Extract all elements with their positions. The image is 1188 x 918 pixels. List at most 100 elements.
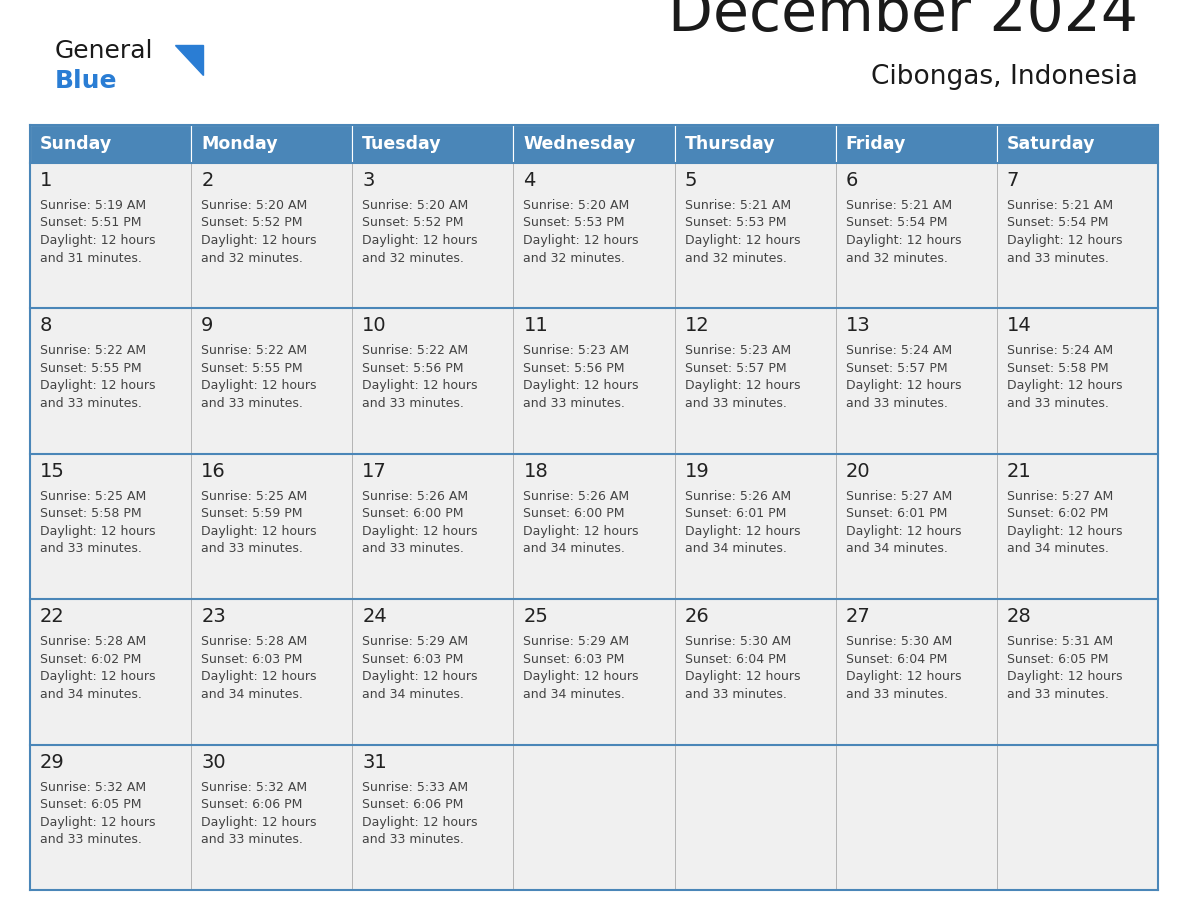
Text: Friday: Friday [846,135,906,153]
Text: 8: 8 [40,317,52,335]
Text: Sunset: 5:51 PM: Sunset: 5:51 PM [40,217,141,230]
Text: Sunrise: 5:32 AM: Sunrise: 5:32 AM [201,780,308,793]
Text: Sunrise: 5:31 AM: Sunrise: 5:31 AM [1007,635,1113,648]
Text: Sunrise: 5:24 AM: Sunrise: 5:24 AM [846,344,952,357]
Text: Daylight: 12 hours: Daylight: 12 hours [40,670,156,683]
Text: 1: 1 [40,171,52,190]
Text: Daylight: 12 hours: Daylight: 12 hours [362,815,478,829]
Bar [30,453,1158,599]
Bar [353,125,513,163]
Text: 22: 22 [40,607,65,626]
Text: Sunset: 6:06 PM: Sunset: 6:06 PM [201,798,303,812]
Text: Sunrise: 5:30 AM: Sunrise: 5:30 AM [846,635,952,648]
Text: Sunrise: 5:29 AM: Sunrise: 5:29 AM [524,635,630,648]
Text: and 32 minutes.: and 32 minutes. [362,252,465,264]
Text: Sunset: 6:03 PM: Sunset: 6:03 PM [524,653,625,666]
Text: Sunset: 6:06 PM: Sunset: 6:06 PM [362,798,463,812]
Bar [30,308,1158,453]
Text: Sunset: 5:53 PM: Sunset: 5:53 PM [524,217,625,230]
Text: Daylight: 12 hours: Daylight: 12 hours [524,379,639,392]
Text: Daylight: 12 hours: Daylight: 12 hours [684,670,800,683]
Text: Sunset: 5:59 PM: Sunset: 5:59 PM [201,508,303,521]
Text: Sunrise: 5:21 AM: Sunrise: 5:21 AM [1007,199,1113,212]
Text: 11: 11 [524,317,548,335]
Text: 5: 5 [684,171,697,190]
Text: Daylight: 12 hours: Daylight: 12 hours [1007,379,1123,392]
Text: and 33 minutes.: and 33 minutes. [846,688,948,700]
Text: Daylight: 12 hours: Daylight: 12 hours [1007,670,1123,683]
Text: Daylight: 12 hours: Daylight: 12 hours [524,670,639,683]
Text: Sunrise: 5:32 AM: Sunrise: 5:32 AM [40,780,146,793]
Text: Sunrise: 5:21 AM: Sunrise: 5:21 AM [846,199,952,212]
Text: Daylight: 12 hours: Daylight: 12 hours [684,234,800,247]
Text: and 34 minutes.: and 34 minutes. [524,688,625,700]
Text: Daylight: 12 hours: Daylight: 12 hours [362,525,478,538]
Text: Sunrise: 5:23 AM: Sunrise: 5:23 AM [684,344,791,357]
Text: Daylight: 12 hours: Daylight: 12 hours [201,670,317,683]
Text: and 33 minutes.: and 33 minutes. [40,543,141,555]
Text: and 33 minutes.: and 33 minutes. [1007,688,1108,700]
Text: and 34 minutes.: and 34 minutes. [40,688,141,700]
Text: Sunrise: 5:22 AM: Sunrise: 5:22 AM [362,344,468,357]
Text: and 34 minutes.: and 34 minutes. [201,688,303,700]
Text: 26: 26 [684,607,709,626]
Bar [30,163,1158,308]
Text: Daylight: 12 hours: Daylight: 12 hours [40,234,156,247]
Text: and 33 minutes.: and 33 minutes. [684,688,786,700]
Text: Sunset: 6:04 PM: Sunset: 6:04 PM [846,653,947,666]
Text: Sunrise: 5:20 AM: Sunrise: 5:20 AM [362,199,468,212]
Text: Sunrise: 5:22 AM: Sunrise: 5:22 AM [201,344,308,357]
Text: Sunset: 6:03 PM: Sunset: 6:03 PM [362,653,463,666]
Text: and 32 minutes.: and 32 minutes. [684,252,786,264]
Text: 2: 2 [201,171,214,190]
Text: 24: 24 [362,607,387,626]
Text: 19: 19 [684,462,709,481]
Text: and 34 minutes.: and 34 minutes. [684,543,786,555]
Text: Sunrise: 5:19 AM: Sunrise: 5:19 AM [40,199,146,212]
Text: Sunrise: 5:27 AM: Sunrise: 5:27 AM [1007,490,1113,503]
Text: Sunday: Sunday [40,135,112,153]
Text: Sunrise: 5:30 AM: Sunrise: 5:30 AM [684,635,791,648]
Text: 9: 9 [201,317,214,335]
Text: 28: 28 [1007,607,1031,626]
Text: 18: 18 [524,462,548,481]
Text: Sunset: 5:56 PM: Sunset: 5:56 PM [524,362,625,375]
Text: Sunrise: 5:33 AM: Sunrise: 5:33 AM [362,780,468,793]
Text: Sunrise: 5:29 AM: Sunrise: 5:29 AM [362,635,468,648]
Text: Sunset: 6:04 PM: Sunset: 6:04 PM [684,653,786,666]
Text: Sunset: 5:56 PM: Sunset: 5:56 PM [362,362,463,375]
Text: Blue: Blue [55,69,118,93]
Text: 13: 13 [846,317,871,335]
Bar [513,125,675,163]
Text: Sunset: 5:53 PM: Sunset: 5:53 PM [684,217,786,230]
Text: Sunset: 5:54 PM: Sunset: 5:54 PM [1007,217,1108,230]
Text: 16: 16 [201,462,226,481]
Text: and 33 minutes.: and 33 minutes. [201,397,303,410]
Text: Sunset: 5:52 PM: Sunset: 5:52 PM [362,217,463,230]
Text: Daylight: 12 hours: Daylight: 12 hours [524,525,639,538]
Bar [997,125,1158,163]
Text: General: General [55,39,153,63]
Text: 4: 4 [524,171,536,190]
Text: Sunset: 6:00 PM: Sunset: 6:00 PM [524,508,625,521]
Text: 21: 21 [1007,462,1031,481]
Text: Daylight: 12 hours: Daylight: 12 hours [684,379,800,392]
Text: and 33 minutes.: and 33 minutes. [362,834,465,846]
Text: and 32 minutes.: and 32 minutes. [201,252,303,264]
Text: Daylight: 12 hours: Daylight: 12 hours [201,234,317,247]
Text: 14: 14 [1007,317,1031,335]
Text: Sunrise: 5:28 AM: Sunrise: 5:28 AM [201,635,308,648]
Text: and 33 minutes.: and 33 minutes. [362,543,465,555]
Text: Sunset: 5:58 PM: Sunset: 5:58 PM [40,508,141,521]
Text: and 34 minutes.: and 34 minutes. [524,543,625,555]
Text: 12: 12 [684,317,709,335]
Text: Sunrise: 5:26 AM: Sunrise: 5:26 AM [362,490,468,503]
Text: Sunset: 6:00 PM: Sunset: 6:00 PM [362,508,463,521]
Text: and 33 minutes.: and 33 minutes. [1007,252,1108,264]
Text: Sunset: 6:03 PM: Sunset: 6:03 PM [201,653,303,666]
Text: Daylight: 12 hours: Daylight: 12 hours [1007,525,1123,538]
Bar [30,125,191,163]
Text: Daylight: 12 hours: Daylight: 12 hours [1007,234,1123,247]
Text: Cibongas, Indonesia: Cibongas, Indonesia [871,64,1138,90]
Text: Sunrise: 5:25 AM: Sunrise: 5:25 AM [40,490,146,503]
